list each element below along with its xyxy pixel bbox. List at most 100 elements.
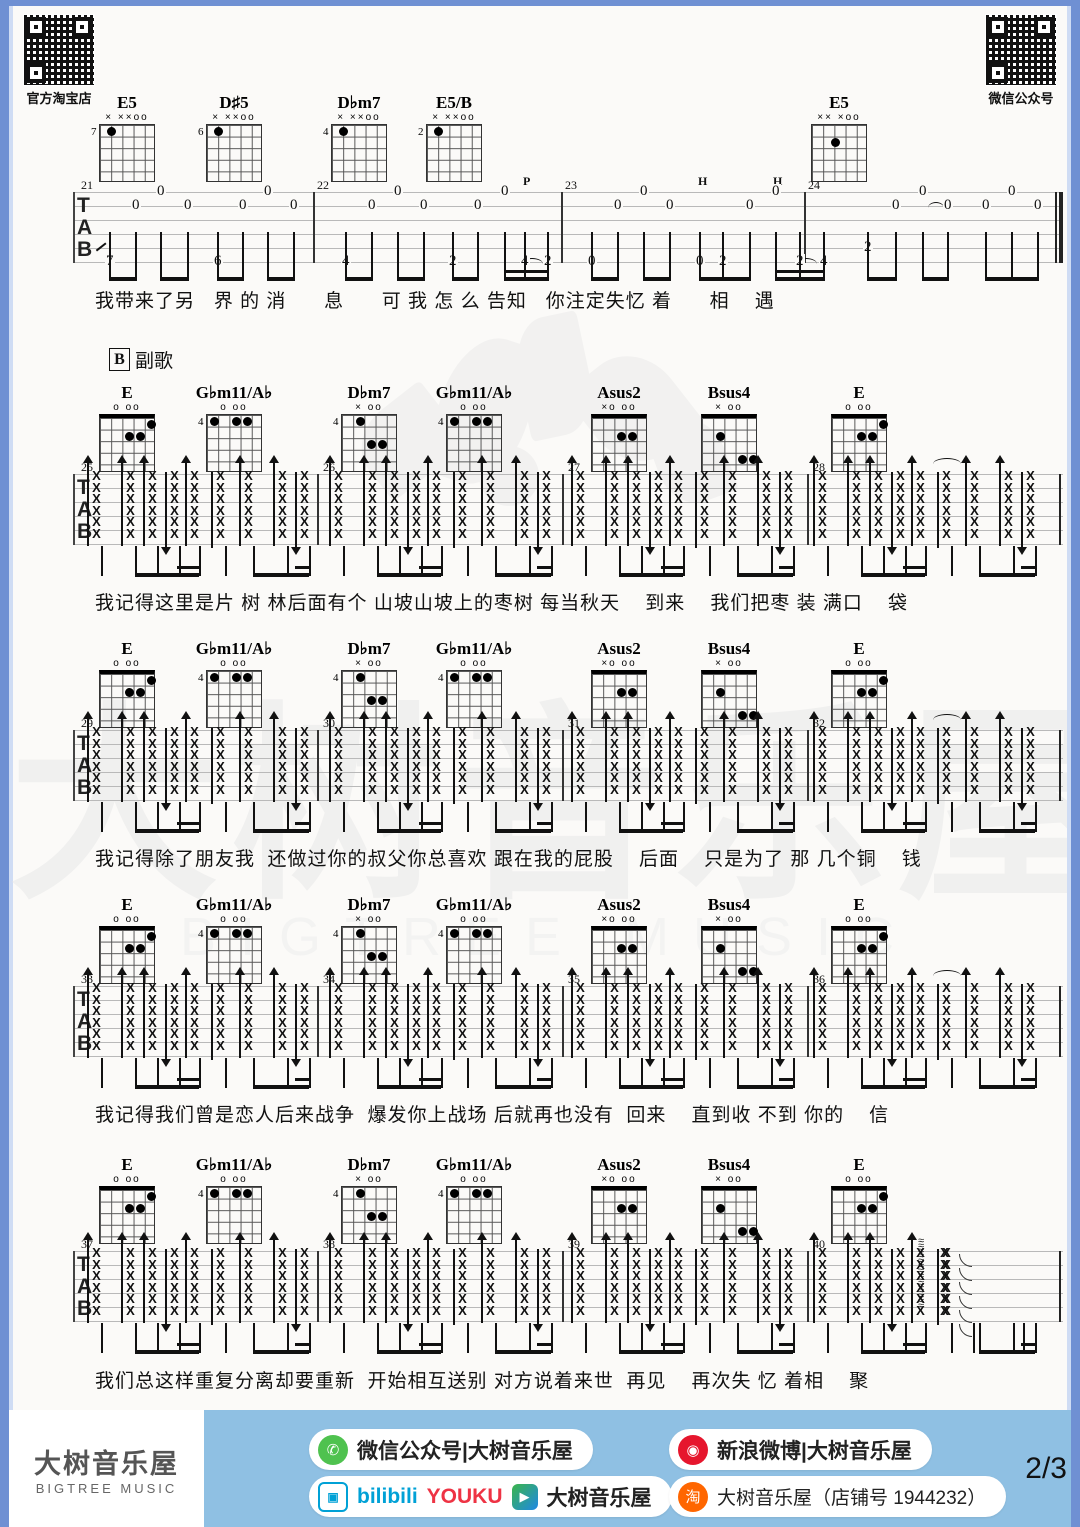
chord-finger-dot	[124, 1203, 134, 1213]
strum-arrow-up	[665, 967, 674, 1058]
strum-arrow-plain	[937, 728, 939, 804]
rhythm-stem	[157, 1323, 159, 1353]
strum-arrow-up	[325, 967, 334, 1058]
rhythm-beam-16th	[903, 822, 925, 825]
wechat-qr-block[interactable]: 微信公众号	[985, 14, 1057, 107]
taobao-qr-block[interactable]: 官方淘宝店	[23, 14, 95, 107]
rhythm-stem	[225, 802, 227, 832]
strum-arrow-down	[403, 728, 412, 811]
staff-lines	[73, 1251, 1063, 1323]
strum-arrow-up	[139, 1232, 148, 1323]
tab-fret-number: 0	[943, 197, 953, 213]
note-beam	[504, 277, 549, 281]
chord-grid	[591, 670, 647, 728]
rhythm-stem	[309, 546, 311, 576]
play-icon: ▶	[511, 1483, 538, 1510]
measure-barline	[807, 730, 809, 801]
rhythm-stem	[709, 802, 711, 832]
rhythm-beam-16th	[419, 1343, 441, 1346]
strum-arrow-up	[511, 967, 520, 1058]
chord-diagram-g-m11-a-: G♭m11/A♭ o oo 4	[194, 384, 274, 472]
rhythm-beam	[253, 829, 309, 833]
strum-arrow-down	[1017, 728, 1026, 811]
rhythm-stem	[287, 802, 289, 832]
rhythm-beam-16th	[1021, 1343, 1035, 1346]
chord-string-markers: o oo	[113, 914, 141, 925]
chord-string-markers: o oo	[845, 914, 873, 925]
rhythm-stem	[309, 1323, 311, 1353]
rhythm-beam	[861, 1350, 925, 1354]
strum-arrow-down	[533, 1249, 542, 1332]
chord-name: D♭m7	[347, 639, 391, 658]
chord-finger-dot	[879, 932, 889, 941]
chord-string-markers: o oo	[113, 1174, 141, 1185]
strum-arrow-up	[359, 455, 368, 546]
chord-fret-number: 4	[438, 416, 444, 428]
measure-barline	[317, 986, 319, 1057]
footer-pill-weibo[interactable]: ◉ 新浪微博|大树音乐屋	[669, 1429, 932, 1470]
strum-arrow-up	[139, 967, 148, 1058]
rhythm-beam	[979, 1085, 1035, 1089]
rhythm-stem	[1023, 1323, 1025, 1353]
stave-1: TAB 21 22 23 24 P H H 700060004000200420…	[73, 174, 1063, 288]
rhythm-beam-16th	[1021, 566, 1035, 569]
stave-3: TAB29303132XXXXXXXXXXXXXXXXXXXXXXXXXXXXX…	[73, 711, 1063, 833]
strum-arrow-down	[161, 1249, 170, 1332]
barline-start	[73, 986, 75, 1057]
strum-arrow-up	[511, 455, 520, 546]
tab-fret-number: 0	[500, 183, 510, 199]
strum-arrow-up	[235, 711, 244, 802]
footer-pill-wechat[interactable]: ✆ 微信公众号|大树音乐屋	[309, 1429, 593, 1470]
strum-arrow-up	[907, 967, 916, 1058]
note-stem	[985, 232, 987, 280]
chord-finger-dot	[124, 431, 134, 441]
section-marker-b: B 副歌	[109, 346, 173, 373]
rhythm-stem	[377, 1058, 379, 1088]
note-stem	[867, 232, 869, 280]
chord-diagram-g-m11-a-: G♭m11/A♭ o oo 4	[194, 1156, 274, 1244]
chord-finger-dot	[378, 696, 388, 706]
footer-bar: 大树音乐屋 BIGTREE MUSIC ✆ 微信公众号|大树音乐屋 ▣ bili…	[9, 1410, 1071, 1527]
strum-arrow-up	[423, 967, 432, 1058]
rhythm-stem	[619, 546, 621, 576]
chord-grid	[831, 670, 889, 728]
strum-arrow-down	[161, 472, 170, 555]
chord-grid	[99, 1186, 157, 1244]
rhythm-stem	[771, 546, 773, 576]
rhythm-beam	[135, 1350, 199, 1354]
chord-finger-dot	[209, 929, 219, 938]
rhythm-stem	[619, 1323, 621, 1353]
chord-grid	[446, 414, 502, 472]
rhythm-beam	[619, 1350, 683, 1354]
chord-finger-dot	[749, 454, 759, 464]
rhythm-stem	[529, 546, 531, 576]
strum-arrow-up	[83, 455, 92, 546]
strum-arrow-down	[403, 1249, 412, 1332]
footer-pill-video[interactable]: ▣ bilibili YOUKU ▶ 大树音乐屋	[309, 1476, 672, 1517]
lyrics-line-5: 我们总这样重复分离却要重新 开始相互送别 对方说着来世 再见 再次失 忆 着相 …	[95, 1371, 870, 1392]
rhythm-beam-16th	[779, 1343, 793, 1346]
tie-mark	[933, 458, 961, 464]
note-stem	[775, 232, 777, 280]
note-beam-16th	[504, 270, 549, 273]
tab-fret-number: 0	[891, 197, 901, 213]
chord-name: E	[121, 1155, 133, 1174]
footer-pill-taobao[interactable]: 淘 大树音乐屋（店铺号 1944232）	[669, 1476, 1007, 1517]
